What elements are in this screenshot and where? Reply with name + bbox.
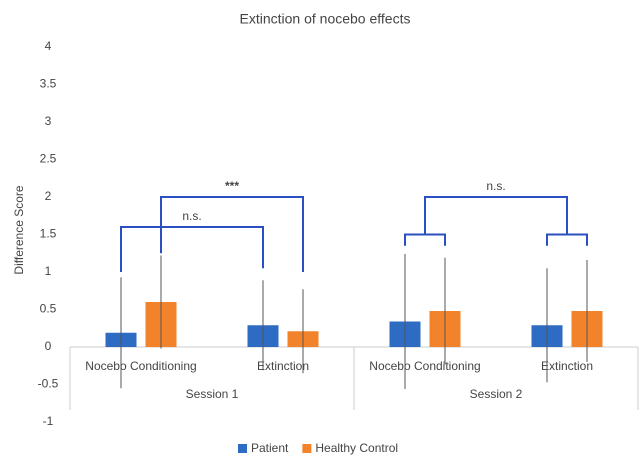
y-tick-label: 2 <box>45 189 52 203</box>
group-label: Session 2 <box>470 387 523 401</box>
legend-swatch <box>238 444 247 453</box>
y-tick-label: 3 <box>45 114 52 128</box>
significance-bracket <box>160 196 304 272</box>
y-tick-label: 4 <box>45 39 52 53</box>
y-tick-label: 0.5 <box>40 302 57 316</box>
x-tick-label: Nocebo Conditioning <box>85 359 196 373</box>
significance-bracket <box>120 226 264 272</box>
x-tick-label: Extinction <box>541 359 593 373</box>
x-tick-label: Nocebo Conditioning <box>369 359 480 373</box>
legend-swatch <box>302 444 312 453</box>
x-tick-label: Extinction <box>257 359 309 373</box>
legend-label: Patient <box>251 441 289 455</box>
chart-title: Extinction of nocebo effects <box>240 11 411 27</box>
y-tick-label: 0 <box>45 339 52 353</box>
y-tick-label: -0.5 <box>38 377 59 391</box>
legend-label: Healthy Control <box>315 441 398 455</box>
significance-bracket <box>404 233 446 246</box>
y-tick-label: 3.5 <box>40 77 57 91</box>
significance-bracket <box>546 233 588 246</box>
y-axis-label: Difference Score <box>12 185 26 274</box>
y-tick-label: 1 <box>45 264 52 278</box>
annotation: n.s. <box>182 209 201 223</box>
y-tick-label: 1.5 <box>40 227 57 241</box>
annotation: n.s. <box>486 179 505 193</box>
y-tick-label: 2.5 <box>40 152 57 166</box>
group-label: Session 1 <box>186 387 239 401</box>
y-tick-label: -1 <box>43 414 54 428</box>
significance-bracket <box>424 196 568 235</box>
annotation: *** <box>225 179 239 193</box>
